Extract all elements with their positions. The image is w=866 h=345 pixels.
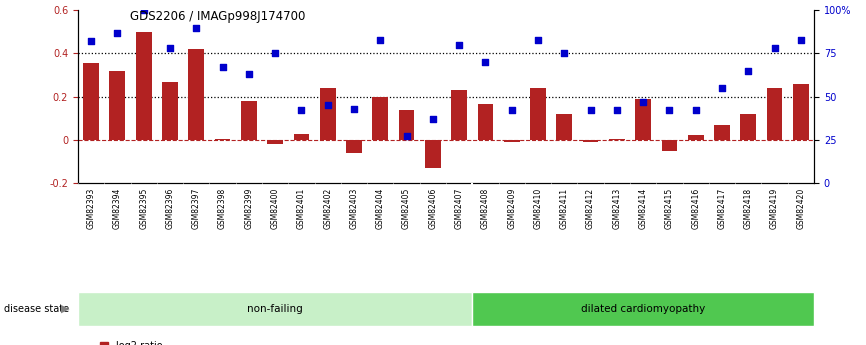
Bar <box>636 99 651 140</box>
Text: GSM82415: GSM82415 <box>665 188 674 229</box>
Text: GSM82412: GSM82412 <box>586 188 595 229</box>
Point <box>531 37 545 42</box>
Text: GSM82397: GSM82397 <box>191 188 201 229</box>
Bar <box>766 88 783 140</box>
Text: GSM82398: GSM82398 <box>218 188 227 229</box>
Bar <box>688 136 703 140</box>
Text: GSM82414: GSM82414 <box>638 188 648 229</box>
Point <box>505 108 519 113</box>
Bar <box>188 49 204 140</box>
Bar <box>793 84 809 140</box>
Point <box>767 46 781 51</box>
Point <box>610 108 624 113</box>
Point <box>688 108 702 113</box>
Bar <box>294 134 309 140</box>
Point <box>190 25 204 30</box>
Text: GSM82404: GSM82404 <box>376 188 385 229</box>
Bar <box>477 104 494 140</box>
Bar <box>530 88 546 140</box>
Bar <box>472 292 814 326</box>
Point <box>373 37 387 42</box>
Bar <box>372 97 388 140</box>
Point <box>426 116 440 122</box>
Text: GSM82410: GSM82410 <box>533 188 542 229</box>
Text: GSM82400: GSM82400 <box>270 188 280 229</box>
Point <box>662 108 676 113</box>
Text: GSM82406: GSM82406 <box>429 188 437 229</box>
Bar <box>398 110 415 140</box>
Text: disease state: disease state <box>4 304 69 314</box>
Bar <box>136 32 152 140</box>
Point <box>584 108 598 113</box>
Legend: log2 ratio, percentile rank within the sample: log2 ratio, percentile rank within the s… <box>100 341 281 345</box>
Text: non-failing: non-failing <box>247 304 303 314</box>
Bar <box>83 63 99 140</box>
Text: GSM82395: GSM82395 <box>139 188 148 229</box>
Text: GSM82416: GSM82416 <box>691 188 701 229</box>
Bar <box>78 292 472 326</box>
Text: GSM82407: GSM82407 <box>455 188 463 229</box>
Text: GSM82413: GSM82413 <box>612 188 622 229</box>
Bar <box>346 140 362 152</box>
Bar <box>241 101 256 140</box>
Bar <box>215 139 230 140</box>
Point <box>216 65 229 70</box>
Bar <box>425 140 441 168</box>
Point <box>794 37 808 42</box>
Point <box>347 106 361 111</box>
Bar <box>609 139 624 140</box>
Bar <box>451 90 467 140</box>
Point <box>558 51 572 56</box>
Text: GSM82408: GSM82408 <box>481 188 490 229</box>
Point <box>320 102 334 108</box>
Bar <box>504 140 520 142</box>
Text: GSM82394: GSM82394 <box>113 188 122 229</box>
Text: GSM82396: GSM82396 <box>165 188 174 229</box>
Point <box>163 46 177 51</box>
Bar <box>556 114 572 140</box>
Bar <box>740 114 756 140</box>
Text: GSM82405: GSM82405 <box>402 188 411 229</box>
Text: GDS2206 / IMAGp998J174700: GDS2206 / IMAGp998J174700 <box>130 10 306 23</box>
Text: GSM82411: GSM82411 <box>559 188 569 229</box>
Text: dilated cardiomyopathy: dilated cardiomyopathy <box>581 304 705 314</box>
Bar <box>714 125 730 140</box>
Bar <box>162 81 178 140</box>
Point <box>242 71 255 77</box>
Text: GSM82401: GSM82401 <box>297 188 306 229</box>
Point <box>715 85 729 91</box>
Point <box>399 134 413 139</box>
Bar <box>583 140 598 142</box>
Bar <box>320 88 335 140</box>
Point <box>479 59 493 65</box>
Text: GSM82403: GSM82403 <box>350 188 359 229</box>
Point <box>111 30 125 36</box>
Text: GSM82393: GSM82393 <box>87 188 95 229</box>
Point <box>294 108 308 113</box>
Point <box>268 51 282 56</box>
Text: GSM82402: GSM82402 <box>323 188 333 229</box>
Point <box>137 8 151 13</box>
Point <box>84 39 98 44</box>
Text: GSM82420: GSM82420 <box>797 188 805 229</box>
Bar <box>268 140 283 144</box>
Point <box>741 68 755 73</box>
Text: GSM82409: GSM82409 <box>507 188 516 229</box>
Bar <box>109 71 126 140</box>
Point <box>452 42 466 48</box>
Text: GSM82418: GSM82418 <box>744 188 753 229</box>
Text: GSM82419: GSM82419 <box>770 188 779 229</box>
Text: GSM82399: GSM82399 <box>244 188 254 229</box>
Point <box>637 99 650 105</box>
Bar <box>662 140 677 150</box>
Text: ▶: ▶ <box>61 304 69 314</box>
Text: GSM82417: GSM82417 <box>718 188 727 229</box>
